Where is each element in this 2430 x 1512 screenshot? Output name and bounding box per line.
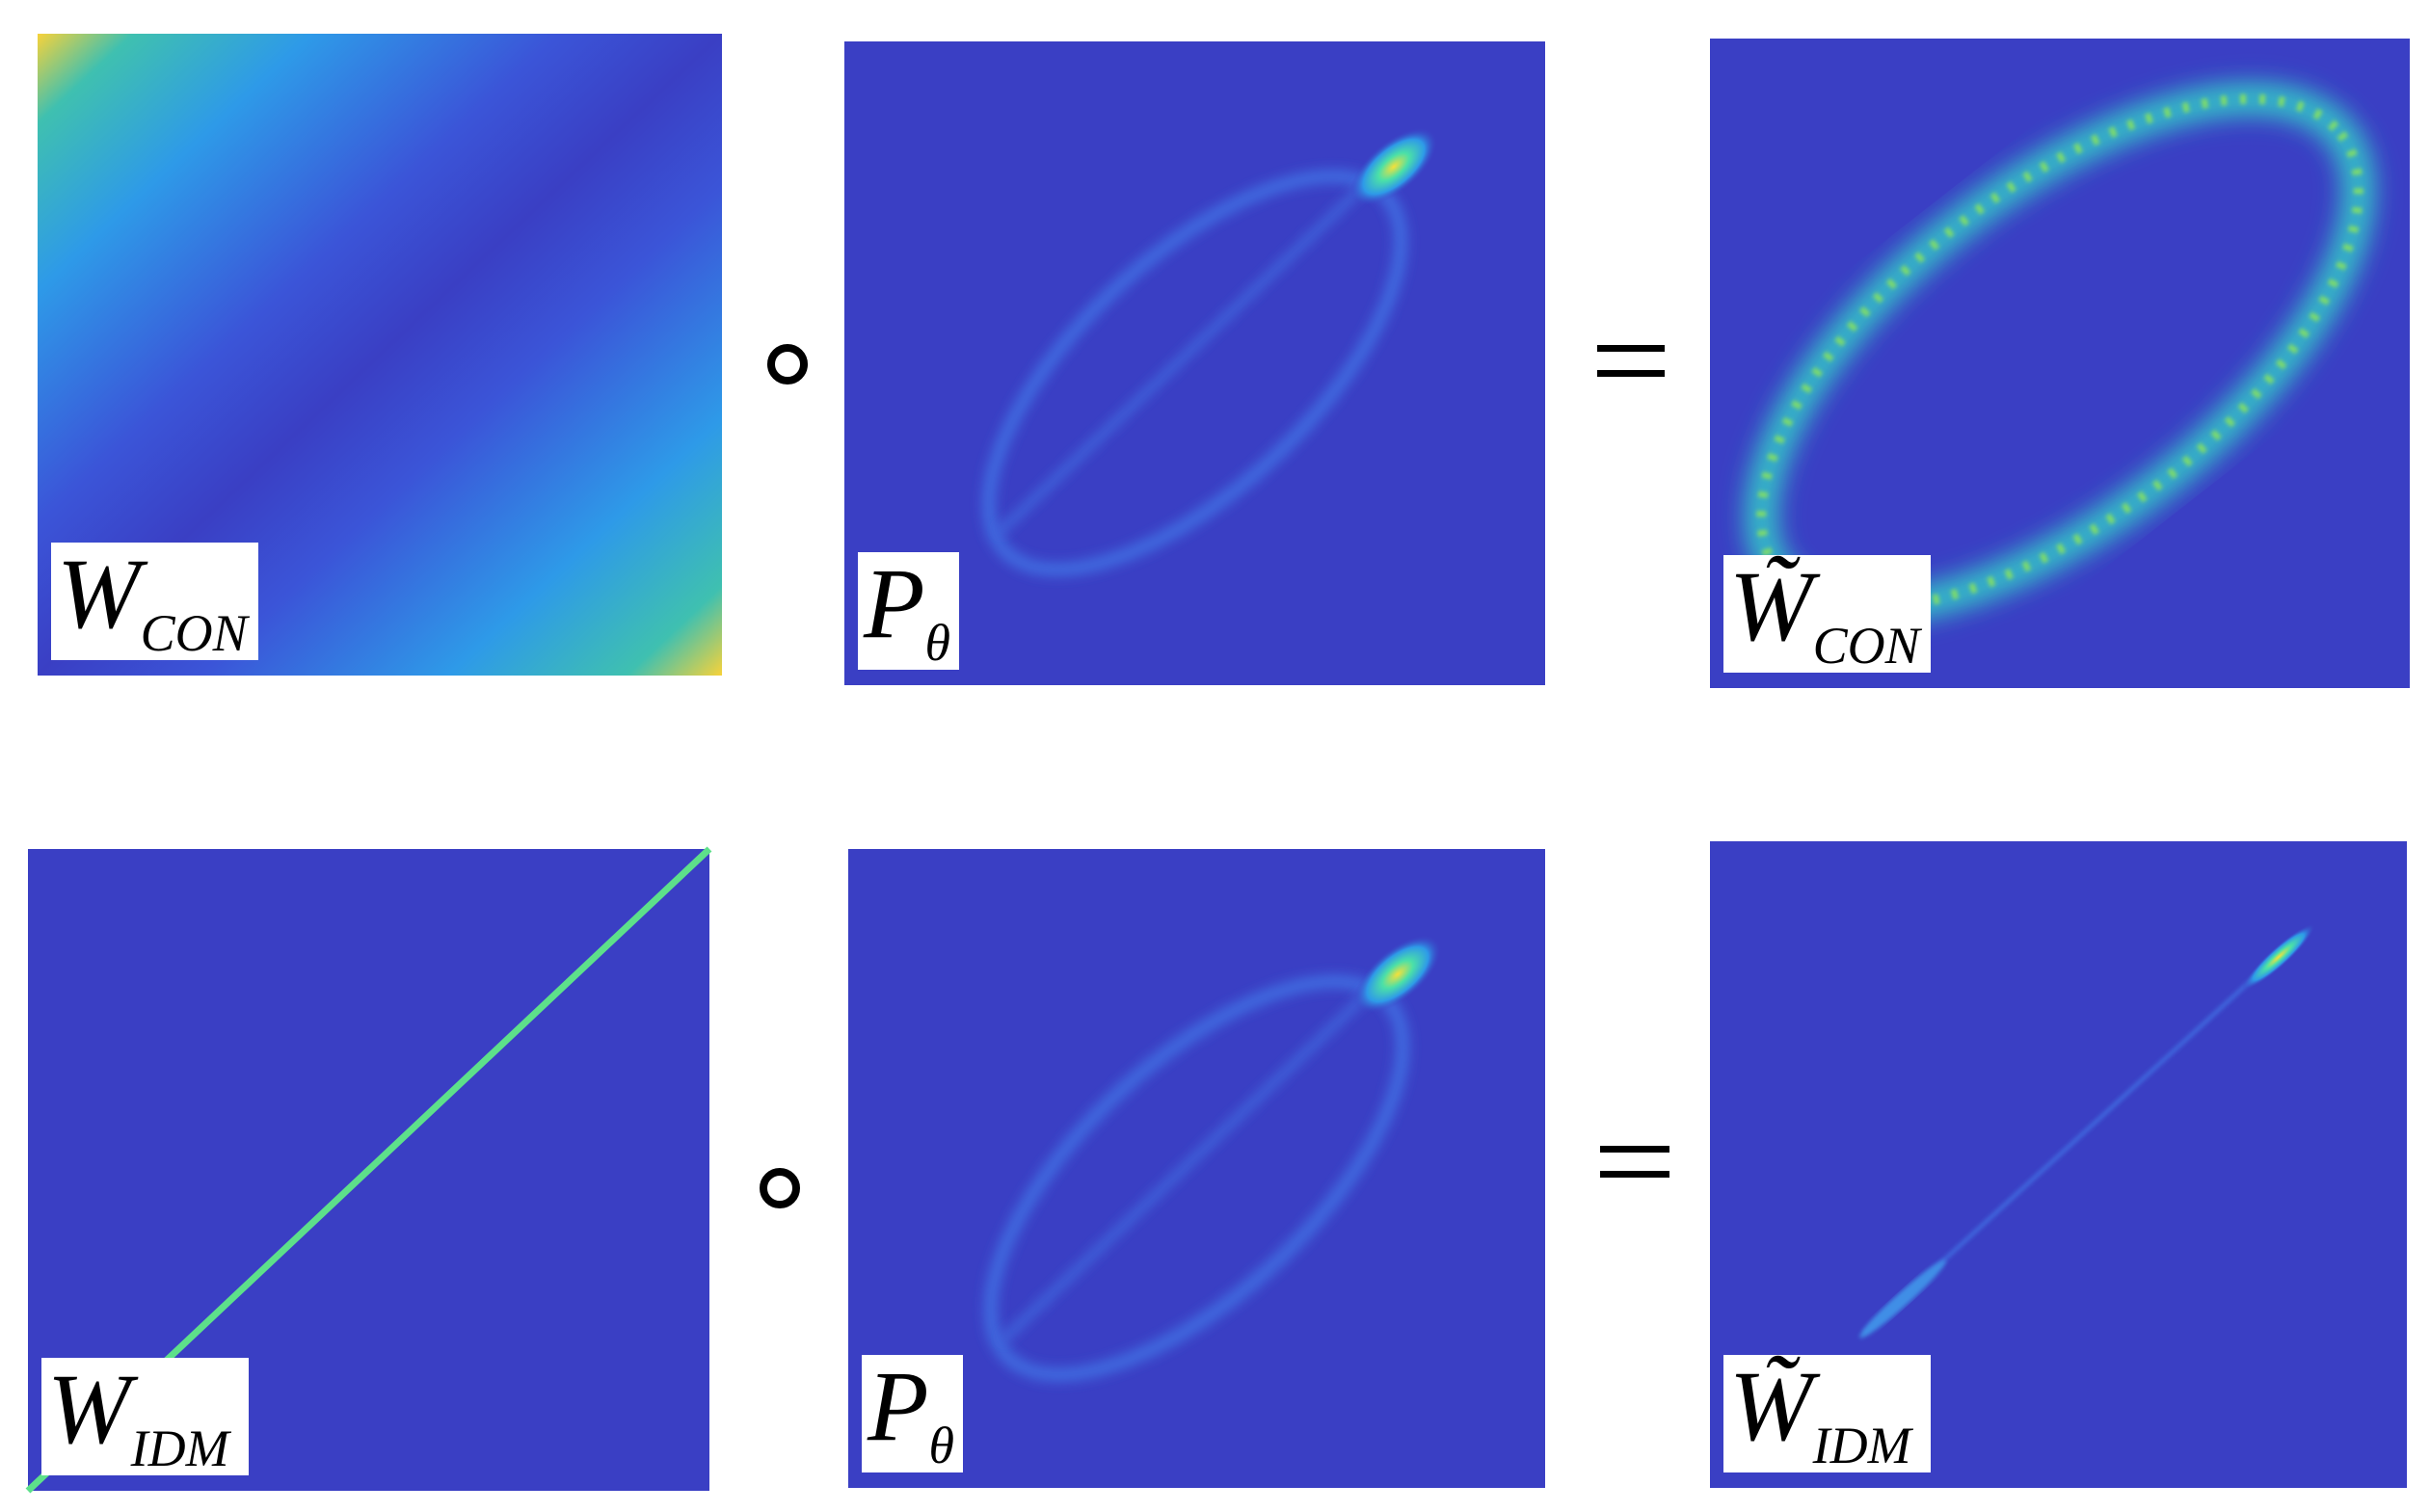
heatmap-peak <box>1349 127 1438 206</box>
heatmap-panel: Pθ <box>844 41 1545 685</box>
heatmap-tail <box>1859 1260 1946 1339</box>
heatmap-peak <box>1353 935 1442 1014</box>
heatmap-panel: Pθ <box>848 849 1545 1488</box>
label-main: W <box>47 1354 139 1465</box>
label-box <box>1723 1355 1931 1472</box>
label-box <box>41 1358 249 1475</box>
heatmap-panel: WIDM <box>25 846 712 1494</box>
heatmap-ring-core <box>1756 93 2363 614</box>
panel-label: WIDM <box>47 1354 232 1477</box>
equals-operator <box>1600 1146 1669 1178</box>
panel-label: W̃IDM <box>1729 1351 1914 1474</box>
label-box <box>858 552 959 670</box>
label-subscript: θ <box>925 614 951 672</box>
hadamard-operator <box>760 1168 800 1208</box>
label-subscript: CON <box>141 604 251 662</box>
heatmap-ridge <box>996 164 1387 536</box>
equals-operator <box>1597 345 1665 377</box>
panel-label: Pθ <box>867 1351 954 1474</box>
heatmap-panel: WCON <box>38 34 722 676</box>
heatmap-peak <box>2242 923 2315 991</box>
label-subscript: IDM <box>130 1419 232 1477</box>
label-subscript: θ <box>929 1417 955 1474</box>
label-subscript: IDM <box>1812 1417 1914 1474</box>
panel-label: W̃CON <box>1729 551 1923 675</box>
label-main: P <box>867 1351 929 1462</box>
label-subscript: CON <box>1813 617 1923 675</box>
label-box <box>862 1355 963 1472</box>
heatmap-ridge <box>1000 971 1391 1343</box>
label-main: P <box>863 548 925 659</box>
heatmap-panel: W̃IDM <box>1710 841 2407 1488</box>
label-main: W̃ <box>1729 551 1821 662</box>
heatmap-panel: W̃CON <box>1710 39 2410 688</box>
label-box <box>51 543 258 660</box>
hadamard-operator <box>767 344 808 385</box>
label-main: W̃ <box>1729 1351 1821 1462</box>
panel-label: Pθ <box>863 548 950 672</box>
label-main: W <box>57 539 148 650</box>
panel-label: WCON <box>57 539 251 662</box>
label-box <box>1723 555 1931 673</box>
